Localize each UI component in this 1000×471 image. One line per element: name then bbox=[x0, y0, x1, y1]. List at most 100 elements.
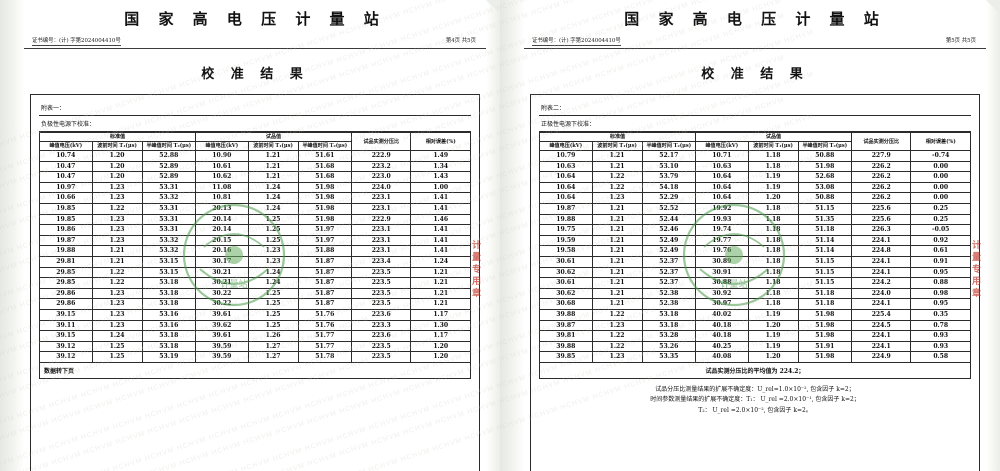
result-frame: 附表二： 正极性电源下校准： 标准值 试品值 试品实测分压比 相对误差(%) bbox=[530, 94, 980, 471]
table-cell: 51.76 bbox=[297, 319, 353, 332]
table-cell: 19.87 bbox=[539, 202, 593, 215]
table-cell: 1.22 bbox=[591, 308, 643, 321]
table-cell: 224.5 bbox=[850, 319, 912, 332]
table-row: 10.74 1.20 52.88 10.90 1.21 51.61 222.9 1.49 bbox=[39, 150, 471, 162]
table-cell: 19.92 bbox=[695, 202, 749, 215]
table-row: 10.64 1.23 52.29 10.64 1.20 50.88 226.2 0.00 bbox=[539, 192, 971, 204]
table-cell: 222.9 bbox=[350, 150, 412, 162]
table-row: 19.88 1.21 52.44 19.93 1.18 51.35 225.6 0.25 bbox=[539, 213, 971, 226]
table-cell: 223.1 bbox=[350, 192, 412, 204]
table-cell: 51.14 bbox=[797, 234, 853, 247]
table-cell: 53.18 bbox=[641, 319, 697, 332]
table-cell: 1.21 bbox=[91, 245, 143, 257]
table-cell: 53.16 bbox=[141, 308, 197, 321]
table-cell: 0.88 bbox=[910, 277, 971, 289]
certificate-page-5: 国 家 高 电 压 计 量 站 证书编号：(计) 字第2024004410号 第… bbox=[500, 0, 1000, 471]
table-cell: 0.95 bbox=[910, 298, 971, 310]
table-cell: 10.63 bbox=[539, 160, 593, 173]
table-cell: 30.21 bbox=[195, 266, 249, 279]
table-cell: 1.27 bbox=[247, 340, 299, 353]
table-cell: 53.35 bbox=[641, 351, 697, 363]
table-cell: 1.21 bbox=[410, 266, 471, 279]
table-cell: 10.64 bbox=[695, 192, 749, 204]
table-cell: 1.24 bbox=[247, 192, 299, 204]
table-row: 39.12 1.25 53.18 39.59 1.27 51.77 223.5 1.20 bbox=[39, 340, 471, 353]
table-cell: 19.88 bbox=[39, 245, 93, 257]
table-row: 19.86 1.23 53.31 20.14 1.25 51.97 223.1 1.41 bbox=[39, 224, 471, 236]
uncertainty-note-ratio: 试品分压比测量结果的扩展不确定度：U_rel=1.0×10⁻², 包含因子 k=… bbox=[655, 385, 855, 393]
table-cell: 1.25 bbox=[247, 308, 299, 321]
table-cell: 52.46 bbox=[641, 224, 697, 236]
table-row: 39.85 1.23 53.35 40.08 1.20 51.98 224.9 0.58 bbox=[539, 351, 971, 363]
col-sample-front-time: 波前时间 T₁(μs) bbox=[747, 141, 799, 151]
table-cell: 1.20 bbox=[410, 340, 471, 353]
table-cell: 223.5 bbox=[350, 287, 412, 300]
table-cell: 0.78 bbox=[910, 319, 971, 332]
table-cell: 0.61 bbox=[910, 245, 971, 257]
table-cell: 1.23 bbox=[91, 308, 143, 321]
table-cell: 224.1 bbox=[850, 234, 912, 247]
table-cell: 39.85 bbox=[539, 351, 593, 363]
table-cell: 30.88 bbox=[695, 277, 749, 289]
group-header-sample: 试品值 bbox=[195, 132, 352, 142]
table-group-header-row: 标准值 试品值 试品实测分压比 相对误差(%) bbox=[539, 132, 971, 151]
table-cell: 20.16 bbox=[195, 245, 249, 257]
table-cell: 223.6 bbox=[350, 330, 412, 342]
table-row: 19.85 1.22 53.31 20.13 1.24 51.98 223.1 1.41 bbox=[39, 202, 471, 215]
table-cell: 1.23 bbox=[247, 255, 299, 268]
table-cell: 19.85 bbox=[39, 202, 93, 215]
table-cell: 1.21 bbox=[591, 287, 643, 300]
table-row: 29.85 1.22 53.15 30.21 1.24 51.87 223.5 1.21 bbox=[39, 266, 471, 279]
table-row: 10.66 1.23 53.32 10.81 1.24 51.98 223.1 1.41 bbox=[39, 192, 471, 204]
table-cell: 0.00 bbox=[910, 181, 971, 194]
table-cell: 1.25 bbox=[247, 213, 299, 226]
table-cell: 51.68 bbox=[297, 171, 353, 183]
table-cell: 223.5 bbox=[350, 266, 412, 279]
table-row: 10.63 1.21 53.10 10.63 1.18 51.98 226.2 0.00 bbox=[539, 160, 971, 173]
table-cell: 223.0 bbox=[350, 171, 412, 183]
table-cell: 225.6 bbox=[850, 213, 912, 226]
group-header-sample: 试品值 bbox=[695, 132, 852, 142]
table-cell: 1.21 bbox=[591, 277, 643, 289]
table-column-header-row: 峰值电压(kV) 波前时间 T₁(μs) 半峰值时间 T₂(μs) 峰值电压(k… bbox=[539, 141, 971, 151]
table-cell: 52.89 bbox=[141, 160, 197, 173]
table-cell: 52.37 bbox=[641, 266, 697, 279]
table-cell: 1.22 bbox=[591, 171, 643, 183]
table-cell: 20.14 bbox=[195, 213, 249, 226]
table-cell: 51.87 bbox=[297, 287, 353, 300]
table-cell: 51.61 bbox=[297, 150, 353, 162]
table-cell: 1.24 bbox=[410, 255, 471, 268]
table-cell: 53.31 bbox=[141, 224, 197, 236]
table-cell: 39.87 bbox=[539, 319, 593, 332]
col-sample-peak-voltage: 峰值电压(kV) bbox=[695, 141, 749, 151]
table-cell: 224.0 bbox=[850, 287, 912, 300]
page-left-edge-shadow bbox=[0, 0, 24, 471]
table-cell: 51.87 bbox=[297, 277, 353, 289]
table-cell: 1.30 bbox=[410, 319, 471, 332]
table-cell: 223.5 bbox=[350, 298, 412, 310]
table-cell: 50.88 bbox=[797, 192, 853, 204]
table-cell: 51.78 bbox=[297, 351, 353, 363]
continued-note: 数据转下页 bbox=[39, 362, 471, 379]
table-cell: 51.15 bbox=[797, 266, 853, 279]
table-cell: 226.2 bbox=[850, 181, 912, 194]
table-cell: 1.21 bbox=[591, 224, 643, 236]
table-cell: 226.2 bbox=[850, 171, 912, 183]
table-cell: 10.64 bbox=[695, 181, 749, 194]
table-cell: 1.22 bbox=[91, 202, 143, 215]
table-row: 39.88 1.22 53.18 40.02 1.19 51.98 225.4 0.35 bbox=[539, 308, 971, 321]
table-cell: 51.15 bbox=[797, 255, 853, 268]
polarity-label: 负极性电源下校准： bbox=[39, 116, 471, 132]
table-row: 30.62 1.21 52.38 30.92 1.18 51.18 224.0 0.98 bbox=[539, 287, 971, 300]
table-row: 39.88 1.22 53.26 40.25 1.19 51.91 224.1 0.93 bbox=[539, 340, 971, 353]
table-cell: 1.25 bbox=[247, 287, 299, 300]
table-cell: 1.21 bbox=[591, 202, 643, 215]
table-row: 39.81 1.22 53.28 40.18 1.19 51.98 224.1 0.93 bbox=[539, 330, 971, 342]
col-sample-half-peak-time: 半峰值时间 T₂(μs) bbox=[297, 141, 353, 151]
table-cell: 51.98 bbox=[797, 351, 853, 363]
table-cell: 30.91 bbox=[695, 266, 749, 279]
table-body-positive: 10.79 1.21 52.17 10.71 1.18 50.88 227.9 -0.74 10… bbox=[539, 150, 971, 363]
table-cell: 1.21 bbox=[591, 245, 643, 257]
table-cell: 1.41 bbox=[410, 192, 471, 204]
